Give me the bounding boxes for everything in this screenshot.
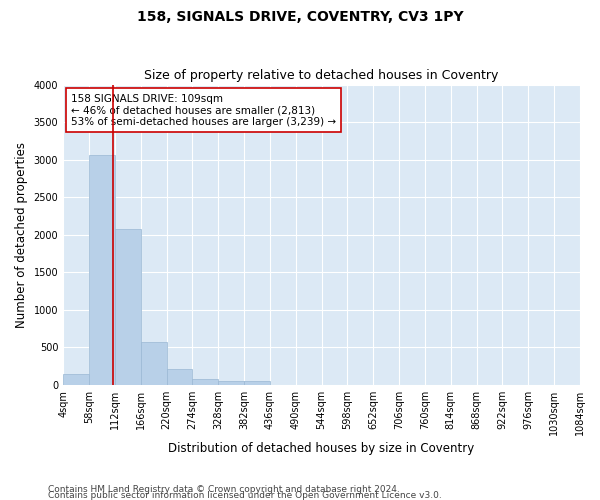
Bar bbox=[218, 381, 244, 385]
Bar bbox=[63, 374, 89, 385]
Text: 158, SIGNALS DRIVE, COVENTRY, CV3 1PY: 158, SIGNALS DRIVE, COVENTRY, CV3 1PY bbox=[137, 10, 463, 24]
Bar bbox=[115, 230, 140, 385]
Y-axis label: Number of detached properties: Number of detached properties bbox=[15, 142, 28, 328]
Bar bbox=[244, 381, 270, 385]
Title: Size of property relative to detached houses in Coventry: Size of property relative to detached ho… bbox=[145, 69, 499, 82]
Bar bbox=[140, 342, 167, 385]
Text: 158 SIGNALS DRIVE: 109sqm
← 46% of detached houses are smaller (2,813)
53% of se: 158 SIGNALS DRIVE: 109sqm ← 46% of detac… bbox=[71, 94, 336, 127]
Text: Contains HM Land Registry data © Crown copyright and database right 2024.: Contains HM Land Registry data © Crown c… bbox=[48, 485, 400, 494]
Bar bbox=[89, 155, 115, 385]
Bar bbox=[167, 369, 193, 385]
Text: Contains public sector information licensed under the Open Government Licence v3: Contains public sector information licen… bbox=[48, 491, 442, 500]
X-axis label: Distribution of detached houses by size in Coventry: Distribution of detached houses by size … bbox=[169, 442, 475, 455]
Bar bbox=[193, 380, 218, 385]
